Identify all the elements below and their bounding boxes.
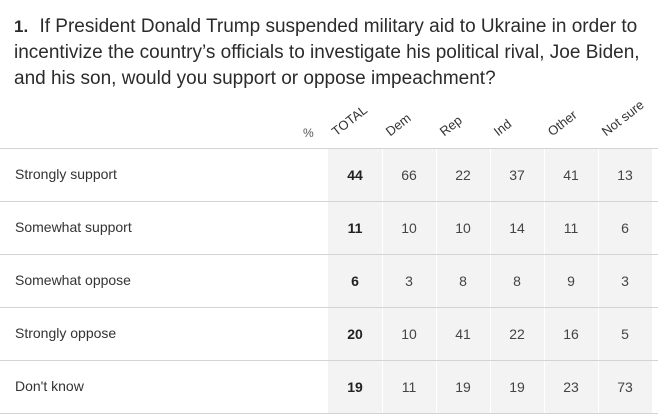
column-header: Rep xyxy=(436,112,465,139)
total-value-cell: 19 xyxy=(347,379,363,395)
total-value-cell: 6 xyxy=(351,273,359,289)
column-divider xyxy=(490,148,491,413)
value-cell: 41 xyxy=(563,167,579,183)
column-shade xyxy=(436,148,490,413)
column-divider xyxy=(544,148,545,413)
value-cell: 19 xyxy=(455,379,471,395)
column-divider xyxy=(382,148,383,413)
total-value-cell: 20 xyxy=(347,326,363,342)
value-cell: 66 xyxy=(401,167,417,183)
column-header: Ind xyxy=(490,116,515,139)
column-header: Other xyxy=(544,107,580,139)
value-cell: 10 xyxy=(455,220,471,236)
value-cell: 23 xyxy=(563,379,579,395)
value-cell: 8 xyxy=(459,273,467,289)
value-cell: 8 xyxy=(513,273,521,289)
column-shade xyxy=(490,148,544,413)
value-cell: 19 xyxy=(509,379,525,395)
value-cell: 11 xyxy=(563,220,579,236)
column-header: TOTAL xyxy=(328,102,371,139)
value-cell: 41 xyxy=(455,326,471,342)
value-cell: 9 xyxy=(567,273,575,289)
column-shade xyxy=(544,148,598,413)
value-cell: 22 xyxy=(509,326,525,342)
value-cell: 3 xyxy=(405,273,413,289)
value-cell: 5 xyxy=(621,326,629,342)
percent-label: % xyxy=(303,126,314,140)
value-cell: 13 xyxy=(617,167,633,183)
question-text: If President Donald Trump suspended mili… xyxy=(14,16,640,89)
column-shade xyxy=(328,148,382,413)
row-label: Don't know xyxy=(15,378,84,394)
question-number: 1. xyxy=(14,17,29,36)
value-cell: 37 xyxy=(509,167,525,183)
value-cell: 3 xyxy=(621,273,629,289)
row-divider xyxy=(0,148,658,149)
row-label: Strongly oppose xyxy=(15,325,117,341)
row-label: Strongly support xyxy=(15,166,117,182)
value-cell: 14 xyxy=(509,220,525,236)
column-shade xyxy=(598,148,652,413)
value-cell: 10 xyxy=(401,326,417,342)
column-header: Dem xyxy=(382,110,414,139)
value-cell: 6 xyxy=(621,220,629,236)
total-value-cell: 44 xyxy=(347,167,363,183)
value-cell: 11 xyxy=(401,379,417,395)
value-cell: 73 xyxy=(617,379,633,395)
row-divider xyxy=(0,307,658,308)
total-value-cell: 11 xyxy=(347,220,363,236)
column-shade xyxy=(382,148,436,413)
value-cell: 10 xyxy=(401,220,417,236)
column-header: Not sure xyxy=(598,96,647,139)
column-divider xyxy=(598,148,599,413)
row-label: Somewhat oppose xyxy=(15,272,131,288)
row-divider xyxy=(0,201,658,202)
question-title: 1. If President Donald Trump suspended m… xyxy=(14,14,650,92)
row-divider xyxy=(0,360,658,361)
value-cell: 16 xyxy=(563,326,579,342)
column-divider xyxy=(436,148,437,413)
value-cell: 22 xyxy=(455,167,471,183)
row-divider xyxy=(0,254,658,255)
row-label: Somewhat support xyxy=(15,219,132,235)
